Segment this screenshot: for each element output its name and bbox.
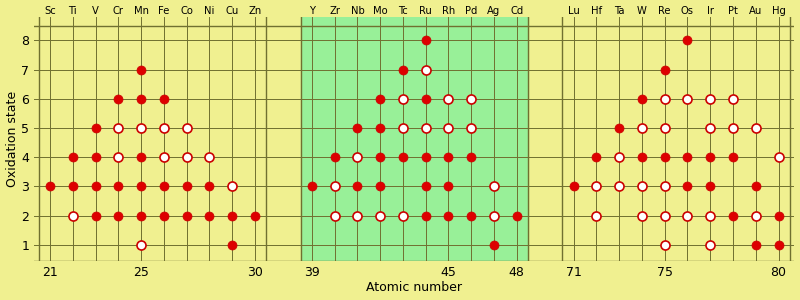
X-axis label: Atomic number: Atomic number bbox=[366, 281, 462, 294]
Bar bbox=[301, 17, 528, 261]
Y-axis label: Oxidation state: Oxidation state bbox=[6, 91, 18, 187]
